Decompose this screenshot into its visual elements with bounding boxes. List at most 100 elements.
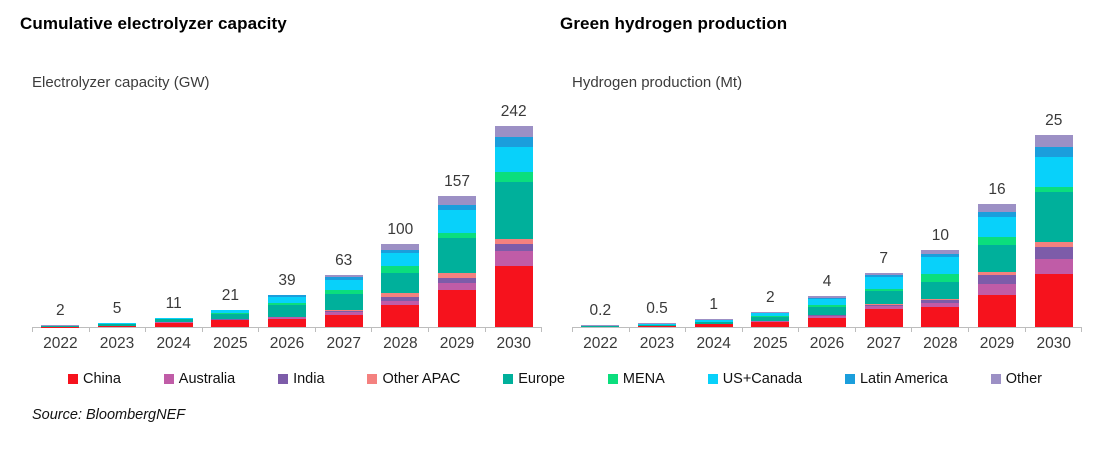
bar-segment-us-canada	[751, 313, 790, 317]
legend-label-china: China	[83, 371, 121, 387]
bar-2024	[154, 317, 193, 327]
bar-total-label-2022: 2	[56, 302, 65, 320]
bar-segment-europe	[381, 272, 420, 293]
legend-item-other: Other	[990, 371, 1042, 387]
bar-total-label-2028: 100	[387, 220, 414, 238]
bar-segment-india	[438, 277, 477, 283]
axis-tick	[1024, 328, 1083, 332]
bar-slot-2023: 5	[89, 99, 146, 327]
bar-segment-australia	[751, 320, 790, 322]
bar-2026	[268, 294, 307, 327]
bar-2024	[694, 319, 733, 327]
bar-segment-other-apac	[808, 314, 847, 316]
bar-segment-other-apac	[381, 292, 420, 298]
plot-area-electrolyzer: 2 5 11 21 39 63 100 157 242	[10, 99, 550, 327]
bar-segment-mena	[438, 232, 477, 238]
bar-2028	[921, 250, 960, 327]
bar-segment-mena	[921, 273, 960, 282]
x-axis-line-electrolyzer	[32, 327, 543, 332]
bar-segment-australia	[324, 312, 363, 315]
axis-tick	[258, 328, 315, 332]
bar-segment-australia	[1034, 258, 1073, 274]
legend-label-europe: Europe	[518, 371, 565, 387]
legend-swatch-china	[68, 374, 78, 384]
legend-label-us-canada: US+Canada	[722, 371, 803, 387]
axis-tick	[628, 328, 686, 332]
x-tick-label-2024: 2024	[696, 335, 731, 352]
x-tick-label-2023: 2023	[639, 335, 675, 352]
bar-segment-europe	[98, 323, 136, 326]
axis-tick	[427, 328, 485, 332]
bar-segment-china	[694, 323, 733, 327]
axis-tick	[314, 328, 372, 332]
chart-panel-hydrogen: Green hydrogen production Hydrogen produ…	[550, 0, 1090, 353]
bar-slot-2022: 2	[32, 99, 89, 327]
bar-slot-2028: 10	[912, 99, 969, 327]
axis-tick	[798, 328, 855, 332]
legend-item-china: China	[68, 371, 121, 387]
bar-slot-2023: 0.5	[629, 99, 686, 327]
bar-total-label-2026: 4	[822, 273, 832, 291]
bar-segment-us-canada	[211, 310, 250, 314]
legend-label-australia: Australia	[178, 371, 236, 387]
bar-total-label-2027: 7	[879, 250, 888, 268]
bar-segment-europe	[638, 324, 676, 326]
bar-segment-other	[694, 319, 733, 321]
bar-segment-china	[494, 266, 533, 327]
bar-segment-australia	[211, 319, 250, 321]
x-tick-label-2029: 2029	[979, 335, 1015, 352]
x-axis-labels-hydrogen: 2022 2023 2024 2025 2026 2027 2028 2029 2030	[572, 335, 1082, 353]
legend-swatch-mena	[607, 374, 618, 384]
bar-segment-australia	[381, 301, 420, 306]
bar-segment-india	[864, 304, 903, 307]
bar-segment-us-canada	[494, 147, 533, 173]
bar-segment-other	[381, 243, 420, 250]
bar-segment-latin-america	[808, 297, 847, 299]
bar-segment-us-canada	[154, 318, 193, 320]
bar-segment-us-canada	[978, 216, 1017, 237]
bar-segment-europe	[978, 244, 1017, 272]
x-tick-label-2025: 2025	[753, 335, 788, 352]
y-axis-label-electrolyzer: Electrolyzer capacity (GW)	[32, 74, 210, 91]
bar-segment-latin-america	[1034, 146, 1073, 157]
bar-total-label-2030: 25	[1045, 111, 1063, 129]
bar-segment-other-apac	[978, 271, 1017, 275]
bar-segment-europe	[808, 307, 847, 315]
bar-segment-europe	[41, 326, 80, 327]
bar-segment-us-canada	[1034, 156, 1073, 187]
bar-segment-mena	[808, 305, 847, 308]
bar-segment-australia	[268, 317, 307, 319]
x-axis-line-hydrogen	[572, 327, 1083, 332]
chart-title-hydrogen: Green hydrogen production	[560, 14, 788, 33]
bar-segment-other	[978, 203, 1017, 212]
bar-segment-us-canada	[438, 210, 477, 233]
axis-tick	[854, 328, 912, 332]
axis-tick	[201, 328, 259, 332]
bar-segment-india	[921, 300, 960, 304]
chart-title-electrolyzer: Cumulative electrolyzer capacity	[20, 14, 287, 33]
bar-segment-mena	[494, 172, 533, 183]
bar-2023	[98, 322, 136, 327]
bar-2027	[864, 273, 903, 327]
axis-tick	[911, 328, 968, 332]
bar-segment-latin-america	[921, 253, 960, 257]
bar-slot-2029: 16	[969, 99, 1026, 327]
axis-tick	[484, 328, 543, 332]
bar-slot-2030: 25	[1025, 99, 1082, 327]
bar-segment-other	[1034, 134, 1073, 147]
bar-segment-australia	[921, 303, 960, 307]
bar-segment-europe	[921, 281, 960, 300]
bar-segment-us-canada	[381, 252, 420, 267]
bar-segment-mena	[751, 316, 790, 318]
legend-label-india: India	[293, 371, 325, 387]
bar-slot-2026: 4	[799, 99, 856, 327]
bar-slot-2027: 63	[315, 99, 372, 327]
legend-swatch-us-canada	[707, 374, 718, 384]
bar-segment-mena	[324, 290, 363, 294]
bar-slot-2030: 242	[485, 99, 542, 327]
bar-segment-latin-america	[978, 211, 1017, 217]
bar-segment-us-canada	[808, 298, 847, 306]
legend-item-europe: Europe	[503, 371, 565, 387]
bar-segment-china	[751, 321, 790, 327]
bar-segment-mena	[268, 303, 307, 305]
